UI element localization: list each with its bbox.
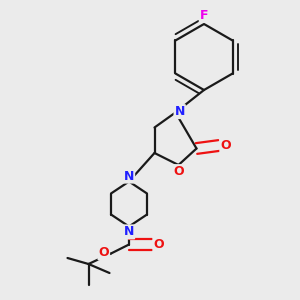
Text: O: O [220, 139, 231, 152]
Text: O: O [98, 246, 109, 260]
Text: N: N [175, 105, 185, 118]
Text: F: F [200, 9, 208, 22]
Text: O: O [174, 165, 184, 178]
Text: N: N [124, 169, 134, 183]
Text: N: N [124, 225, 134, 239]
Text: O: O [153, 238, 164, 251]
